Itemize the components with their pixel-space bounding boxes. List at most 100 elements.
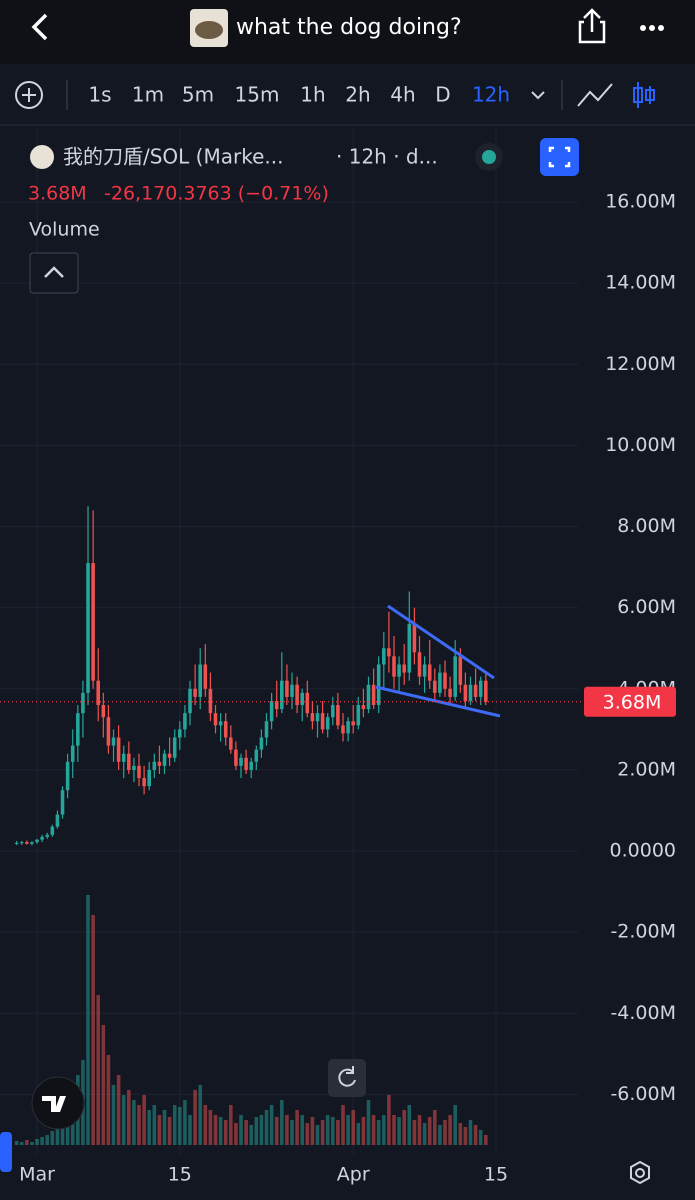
drawing-tool-button[interactable] [577, 83, 613, 107]
candle-body [239, 757, 243, 766]
candle-body [183, 713, 187, 730]
share-button[interactable] [578, 8, 606, 44]
interval-button[interactable]: 4h [390, 83, 415, 107]
interval-button[interactable]: 1s [88, 83, 111, 107]
candle-body [198, 664, 202, 697]
y-tick-label: 8.00M [617, 515, 676, 537]
candle-body [234, 749, 238, 766]
candle-body [81, 692, 85, 714]
candle-body [249, 761, 253, 770]
collapse-button[interactable] [29, 252, 79, 294]
interval-button[interactable]: 2h [345, 83, 370, 107]
candle-body [30, 842, 34, 844]
candle-body [19, 842, 24, 844]
volume-bar [473, 1125, 478, 1145]
back-button[interactable] [31, 13, 48, 41]
trend-line[interactable] [387, 604, 495, 680]
candle-body [188, 688, 192, 714]
volume-bar [392, 1115, 396, 1145]
fullscreen-icon [548, 146, 571, 168]
volume-bar [86, 895, 90, 1145]
candle-body [60, 790, 65, 815]
volume-bar [361, 1117, 366, 1145]
volume-bar [274, 1117, 279, 1145]
candle-body [208, 688, 213, 714]
candle-body [382, 648, 386, 665]
candle-body [463, 684, 468, 701]
chart-type-button[interactable] [633, 82, 655, 108]
candle-body [300, 692, 304, 706]
candle-body [86, 563, 90, 693]
candle-body [116, 737, 121, 762]
volume-bar [484, 1135, 488, 1145]
candle-body [285, 680, 289, 697]
add-button[interactable] [15, 81, 43, 109]
x-tick-label: 15 [168, 1164, 192, 1186]
candle-body [468, 684, 473, 701]
volume-bar [295, 1110, 299, 1145]
candle-body [320, 713, 325, 730]
candle-body [132, 765, 136, 770]
volume-bar [55, 1125, 60, 1145]
interval-dropdown[interactable] [531, 91, 545, 100]
candle-body [244, 757, 248, 770]
fullscreen-button[interactable] [540, 138, 579, 176]
candle-body [172, 737, 177, 758]
candle-body [433, 680, 437, 693]
legend-price: 3.68M [28, 183, 87, 205]
y-tick-label: 14.00M [605, 272, 676, 294]
candle-body [152, 761, 157, 770]
interval-button[interactable]: 12h [472, 83, 510, 107]
candle-body [254, 749, 259, 762]
candle-body [162, 753, 167, 766]
interval-button[interactable]: 5m [182, 83, 214, 107]
candle-body [407, 623, 412, 673]
volume-bar [167, 1117, 172, 1145]
interval-button[interactable]: 1h [300, 83, 325, 107]
volume-bar [111, 1085, 116, 1145]
candle-body [458, 656, 463, 685]
volume-bar [366, 1100, 371, 1145]
volume-bar [382, 1115, 386, 1145]
volume-bar [116, 1075, 121, 1145]
x-tick-label: 15 [484, 1164, 508, 1186]
interval-button[interactable]: D [435, 83, 450, 107]
more-button[interactable] [640, 25, 664, 31]
volume-bar [448, 1115, 452, 1145]
volume-bar [249, 1125, 253, 1145]
y-tick-label: -6.00M [610, 1083, 676, 1105]
volume-bar [397, 1117, 401, 1145]
side-tab[interactable] [0, 1132, 12, 1172]
volume-bar [458, 1123, 463, 1145]
volume-bar [96, 995, 101, 1145]
volume-bar [234, 1123, 238, 1145]
candle-body [402, 664, 406, 673]
volume-bar [422, 1123, 427, 1145]
candle-body [427, 664, 432, 681]
candle-body [371, 684, 376, 706]
volume-bar [229, 1105, 233, 1145]
candle-body [55, 814, 60, 827]
candle-body [438, 672, 442, 693]
candle-body [448, 688, 452, 697]
candle-body [229, 737, 233, 750]
legend-change: -26,170.3763 (−0.71%) [104, 183, 329, 205]
volume-bar [269, 1105, 274, 1145]
tv-logo-mark [42, 1096, 66, 1112]
volume-bar [101, 1025, 106, 1145]
reset-button[interactable] [328, 1059, 366, 1097]
candle-body [50, 826, 55, 835]
candle-body [127, 753, 131, 770]
candle-body [259, 737, 264, 750]
candle-body [351, 721, 355, 726]
settings-button[interactable] [630, 1160, 650, 1185]
interval-button[interactable]: 1m [132, 83, 164, 107]
candle-body [280, 680, 284, 710]
candle-body [397, 664, 401, 677]
candle-body [213, 713, 218, 726]
candle-body [178, 729, 182, 738]
interval-button[interactable]: 15m [235, 83, 280, 107]
volume-bar [315, 1125, 320, 1145]
trend-line[interactable] [375, 685, 501, 718]
